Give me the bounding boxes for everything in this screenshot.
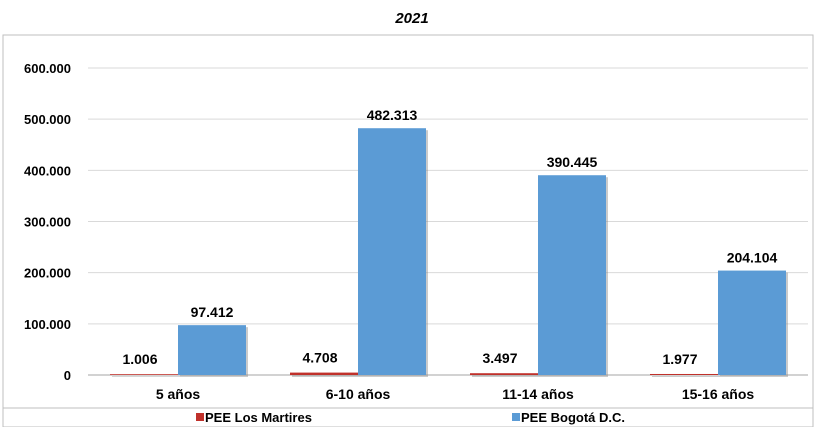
y-tick-label: 0 [64, 368, 71, 383]
bar-bogota [358, 128, 426, 375]
bar-bogota [538, 175, 606, 375]
legend-swatch [512, 413, 520, 421]
data-label: 1.977 [662, 351, 697, 367]
legend-label: PEE Los Martires [205, 410, 312, 425]
data-label: 97.412 [191, 304, 234, 320]
x-tick-label: 5 años [156, 386, 201, 402]
y-tick-label: 100.000 [24, 317, 71, 332]
y-tick-label: 400.000 [24, 163, 71, 178]
bar-los-martires [110, 374, 178, 375]
bars [110, 128, 788, 377]
y-tick-label: 500.000 [24, 112, 71, 127]
x-axis-ticks: 5 años 6-10 años 11-14 años 15-16 años [156, 386, 755, 402]
bar-los-martires [650, 373, 718, 375]
bar-bogota [718, 270, 786, 375]
bar-shadow [112, 376, 180, 377]
plot-frame [2, 34, 814, 427]
data-label: 390.445 [547, 154, 598, 170]
data-label: 482.313 [367, 107, 418, 123]
legend-label: PEE Bogotá D.C. [521, 410, 625, 425]
y-tick-label: 600.000 [24, 61, 71, 76]
bar-bogota [178, 325, 246, 375]
y-axis-ticks: 0 100.000 200.000 300.000 400.000 500.000 600.… [24, 61, 71, 383]
chart-title: 2021 [394, 10, 428, 27]
data-label: 3.497 [482, 350, 517, 366]
x-tick-label: 6-10 años [326, 386, 391, 402]
data-labels: 1.006 97.412 4.708 482.313 3.497 390.445 1.977… [122, 107, 777, 367]
data-label: 4.708 [302, 350, 337, 366]
data-label: 204.104 [727, 250, 778, 266]
data-label: 1.006 [122, 351, 157, 367]
bar-shadow [472, 375, 540, 377]
y-tick-label: 200.000 [24, 266, 71, 281]
x-tick-label: 11-14 años [502, 386, 574, 402]
x-tick-label: 15-16 años [682, 386, 755, 402]
bar-los-martires [470, 373, 538, 375]
legend: PEE Los Martires PEE Bogotá D.C. [3, 407, 813, 425]
y-tick-label: 300.000 [24, 215, 71, 230]
bar-shadow [292, 374, 360, 377]
legend-swatch [196, 413, 204, 421]
bar-los-martires [290, 372, 358, 375]
bar-shadow [652, 375, 720, 377]
